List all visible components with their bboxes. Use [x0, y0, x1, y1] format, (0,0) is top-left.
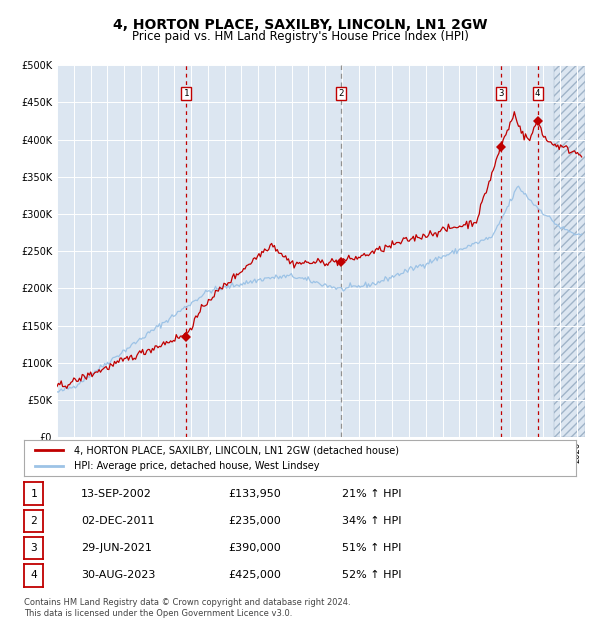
Text: Contains HM Land Registry data © Crown copyright and database right 2024.
This d: Contains HM Land Registry data © Crown c… — [24, 598, 350, 618]
Text: £235,000: £235,000 — [228, 516, 281, 526]
Text: 21% ↑ HPI: 21% ↑ HPI — [342, 489, 401, 498]
Text: 29-JUN-2021: 29-JUN-2021 — [81, 543, 152, 553]
Text: £390,000: £390,000 — [228, 543, 281, 553]
Text: 4, HORTON PLACE, SAXILBY, LINCOLN, LN1 2GW (detached house): 4, HORTON PLACE, SAXILBY, LINCOLN, LN1 2… — [74, 445, 398, 455]
Text: 13-SEP-2002: 13-SEP-2002 — [81, 489, 152, 498]
Text: 30-AUG-2023: 30-AUG-2023 — [81, 570, 155, 580]
Text: 51% ↑ HPI: 51% ↑ HPI — [342, 543, 401, 553]
Text: £425,000: £425,000 — [228, 570, 281, 580]
Text: 02-DEC-2011: 02-DEC-2011 — [81, 516, 155, 526]
Text: 2: 2 — [30, 516, 37, 526]
Text: 3: 3 — [30, 543, 37, 553]
Text: 4: 4 — [535, 89, 540, 98]
Bar — [554, 65, 585, 437]
Text: 4: 4 — [30, 570, 37, 580]
Text: 4, HORTON PLACE, SAXILBY, LINCOLN, LN1 2GW: 4, HORTON PLACE, SAXILBY, LINCOLN, LN1 2… — [113, 18, 487, 32]
Text: £133,950: £133,950 — [228, 489, 281, 498]
Text: Price paid vs. HM Land Registry's House Price Index (HPI): Price paid vs. HM Land Registry's House … — [131, 30, 469, 43]
Text: 52% ↑ HPI: 52% ↑ HPI — [342, 570, 401, 580]
Bar — [554, 65, 585, 437]
Text: 34% ↑ HPI: 34% ↑ HPI — [342, 516, 401, 526]
Text: 1: 1 — [184, 89, 189, 98]
Text: 2: 2 — [338, 89, 343, 98]
Text: HPI: Average price, detached house, West Lindsey: HPI: Average price, detached house, West… — [74, 461, 319, 471]
Text: 3: 3 — [499, 89, 504, 98]
Text: 1: 1 — [30, 489, 37, 498]
